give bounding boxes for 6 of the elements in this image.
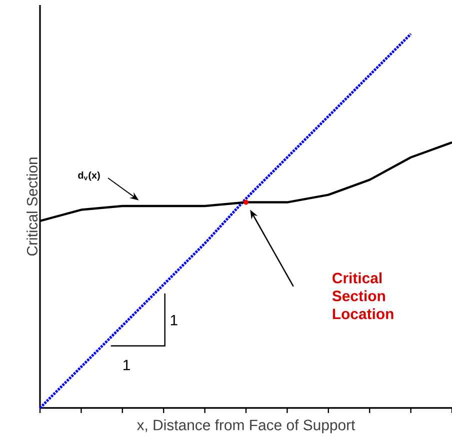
annotation: 1 bbox=[124, 360, 130, 370]
y-axis-title: Critical Section bbox=[26, 158, 38, 256]
x-axis-title: x, Distance from Face of Support bbox=[136, 419, 356, 434]
annotation: Critical Section Location bbox=[332, 272, 394, 320]
annotation: 1 bbox=[170, 314, 178, 326]
annotation: d$_{v}$(x) bbox=[78, 171, 100, 181]
